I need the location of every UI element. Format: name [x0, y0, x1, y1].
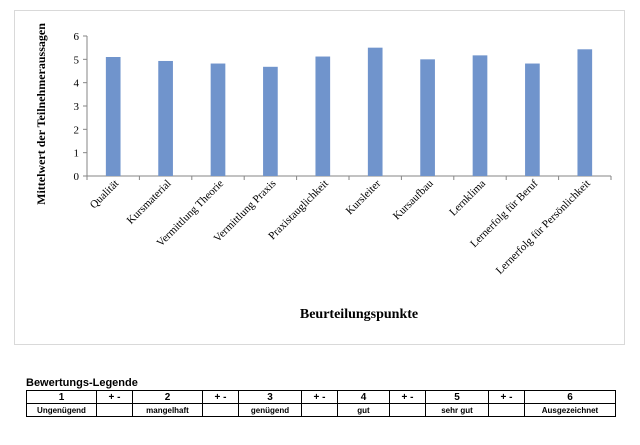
legend-grade-number: 6 [524, 390, 616, 404]
legend-plus-minus-cell: + - [96, 390, 133, 404]
legend-grade-label: Ungenügend [26, 403, 97, 417]
bar [158, 60, 173, 176]
bar [210, 63, 226, 176]
category-label: Kursaufbau [391, 177, 436, 222]
legend-grade-number: 2 [132, 390, 203, 404]
legend-grade-label: sehr gut [425, 403, 489, 417]
bar [420, 59, 435, 177]
rating-legend-table: 1 + -2 + -3 + -4 + -5 + -6 Ungenügend mangelha… [26, 390, 616, 417]
y-tick-label: 1 [74, 148, 80, 160]
bar-chart: 0 1 2 3 4 5 6 Qualität KursmaterialVermittlung … [34, 23, 612, 322]
bar [263, 66, 278, 176]
category-label: Lernerfolg für Persönlichkeit [494, 178, 593, 277]
legend-empty-cell [389, 403, 426, 417]
legend-plus-minus-cell: + - [488, 390, 525, 404]
bar [367, 47, 383, 176]
x-axis-label: Beurteilungspunkte [300, 307, 418, 322]
legend-empty-cell [301, 403, 338, 417]
legend-grade-label: mangelhaft [132, 403, 203, 417]
bar [472, 55, 488, 176]
category-label: Kursleiter [344, 177, 384, 217]
category-label: Lernklima [447, 178, 488, 219]
legend-grade-number: 4 [337, 390, 390, 404]
y-tick-label: 6 [74, 31, 80, 43]
y-tick-label: 3 [74, 101, 80, 113]
bar [315, 56, 331, 176]
category-label: Kursmaterial [125, 178, 174, 227]
y-tick-label: 2 [74, 124, 80, 136]
legend-grade-label: gut [337, 403, 390, 417]
y-axis-label: Mittelwert der Teilnehmeraussagen [34, 23, 48, 205]
y-tick-label: 4 [74, 78, 80, 90]
legend-grade-label: Ausgezeichnet [524, 403, 616, 417]
legend-empty-cell [96, 403, 133, 417]
bar [577, 49, 593, 176]
legend-number-row: 1 + -2 + -3 + -4 + -5 + -6 [26, 390, 616, 404]
y-tick-label: 0 [74, 171, 80, 183]
bar [105, 57, 121, 176]
legend-grade-number: 5 [425, 390, 489, 404]
y-ticks: 0 1 2 3 4 5 6 [74, 31, 612, 183]
legend-plus-minus-cell: + - [389, 390, 426, 404]
bar [525, 63, 540, 176]
category-label: Qualität [88, 178, 122, 212]
legend-grade-label: genügend [238, 403, 302, 417]
y-tick-label: 5 [74, 54, 80, 66]
legend-plus-minus-cell: + - [301, 390, 338, 404]
legend-plus-minus-cell: + - [202, 390, 239, 404]
legend-grade-number: 1 [26, 390, 97, 404]
legend-empty-cell [202, 403, 239, 417]
legend-grade-number: 3 [238, 390, 302, 404]
chart-frame: 0 1 2 3 4 5 6 Qualität Kursmaterial Vermittlung … [14, 10, 625, 345]
legend-empty-cell [488, 403, 525, 417]
legend-label-row: Ungenügend mangelhaft genügend gut sehr gut A… [26, 403, 616, 417]
legend-title: Bewertungs-Legende [26, 377, 138, 389]
bars [105, 47, 593, 177]
